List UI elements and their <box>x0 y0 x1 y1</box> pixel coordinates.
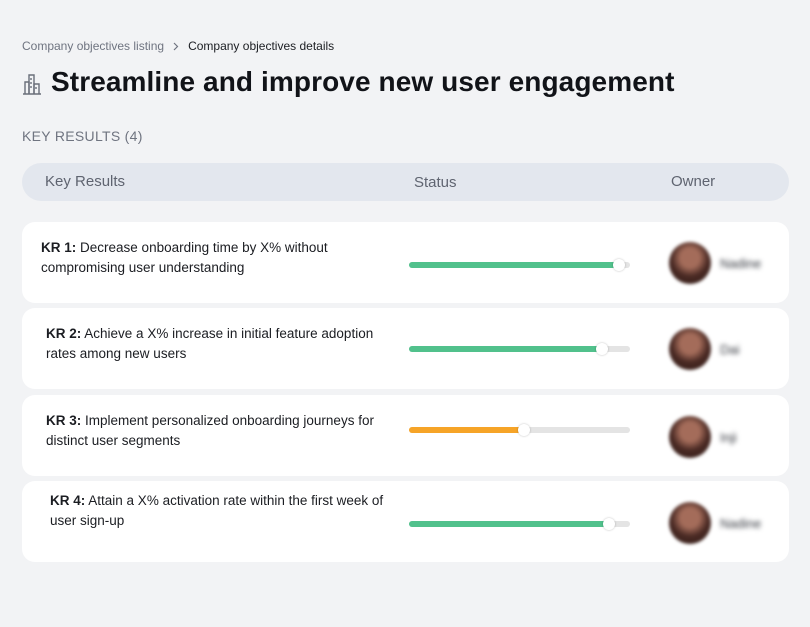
key-result-text: KR 2: Achieve a X% increase in initial f… <box>46 324 386 364</box>
key-result-row[interactable]: KR 1: Decrease onboarding time by X% wit… <box>22 222 789 303</box>
owner-name: Dai <box>720 342 740 357</box>
avatar[interactable] <box>669 502 711 544</box>
progress-handle[interactable] <box>612 259 625 271</box>
progress-bar[interactable] <box>409 343 630 355</box>
progress-fill <box>409 427 524 433</box>
progress-fill <box>409 521 609 527</box>
column-header-owner: Owner <box>671 173 716 190</box>
chevron-right-icon <box>173 42 179 51</box>
owner-name: Nadine <box>720 516 762 531</box>
key-result-id: KR 3: <box>46 413 82 428</box>
key-result-text: KR 4: Attain a X% activation rate within… <box>50 491 390 531</box>
key-result-description: Attain a X% activation rate within the f… <box>50 493 384 528</box>
owner-name: Nadine <box>720 256 762 271</box>
breadcrumb-link-listing[interactable]: Company objectives listing <box>22 39 165 53</box>
key-result-description: Achieve a X% increase in initial feature… <box>46 326 374 361</box>
breadcrumb: Company objectives listing Company objec… <box>22 39 334 53</box>
title-row: Streamline and improve new user engageme… <box>22 66 675 98</box>
progress-handle[interactable] <box>596 343 609 355</box>
key-result-id: KR 2: <box>46 326 82 341</box>
column-header-key-results: Key Results <box>45 173 126 190</box>
avatar[interactable] <box>669 242 711 284</box>
progress-handle[interactable] <box>517 424 530 436</box>
key-results-count-label: KEY RESULTS (4) <box>22 128 143 144</box>
page-title: Streamline and improve new user engageme… <box>51 66 675 97</box>
key-result-id: KR 1: <box>41 240 77 255</box>
key-result-text: KR 3: Implement personalized onboarding … <box>46 411 386 451</box>
breadcrumb-current: Company objectives details <box>188 39 335 53</box>
progress-bar[interactable] <box>409 259 630 271</box>
key-result-row[interactable]: KR 4: Attain a X% activation rate within… <box>22 481 789 562</box>
buildings-icon <box>22 73 42 95</box>
progress-fill <box>409 262 619 268</box>
key-result-row[interactable]: KR 2: Achieve a X% increase in initial f… <box>22 308 789 389</box>
key-result-row[interactable]: KR 3: Implement personalized onboarding … <box>22 395 789 476</box>
table-header: Key Results Status Owner <box>22 163 789 201</box>
progress-handle[interactable] <box>603 518 615 530</box>
avatar[interactable] <box>669 328 711 370</box>
key-result-text: KR 1: Decrease onboarding time by X% wit… <box>41 238 381 278</box>
key-result-id: KR 4: <box>50 493 86 508</box>
owner-name: Inji <box>720 430 737 445</box>
progress-bar[interactable] <box>409 518 630 530</box>
progress-bar[interactable] <box>409 424 630 436</box>
column-header-status: Status <box>414 174 457 191</box>
progress-fill <box>409 346 603 352</box>
avatar[interactable] <box>669 416 711 458</box>
key-result-description: Decrease onboarding time by X% without c… <box>41 240 328 275</box>
key-result-description: Implement personalized onboarding journe… <box>46 413 374 448</box>
